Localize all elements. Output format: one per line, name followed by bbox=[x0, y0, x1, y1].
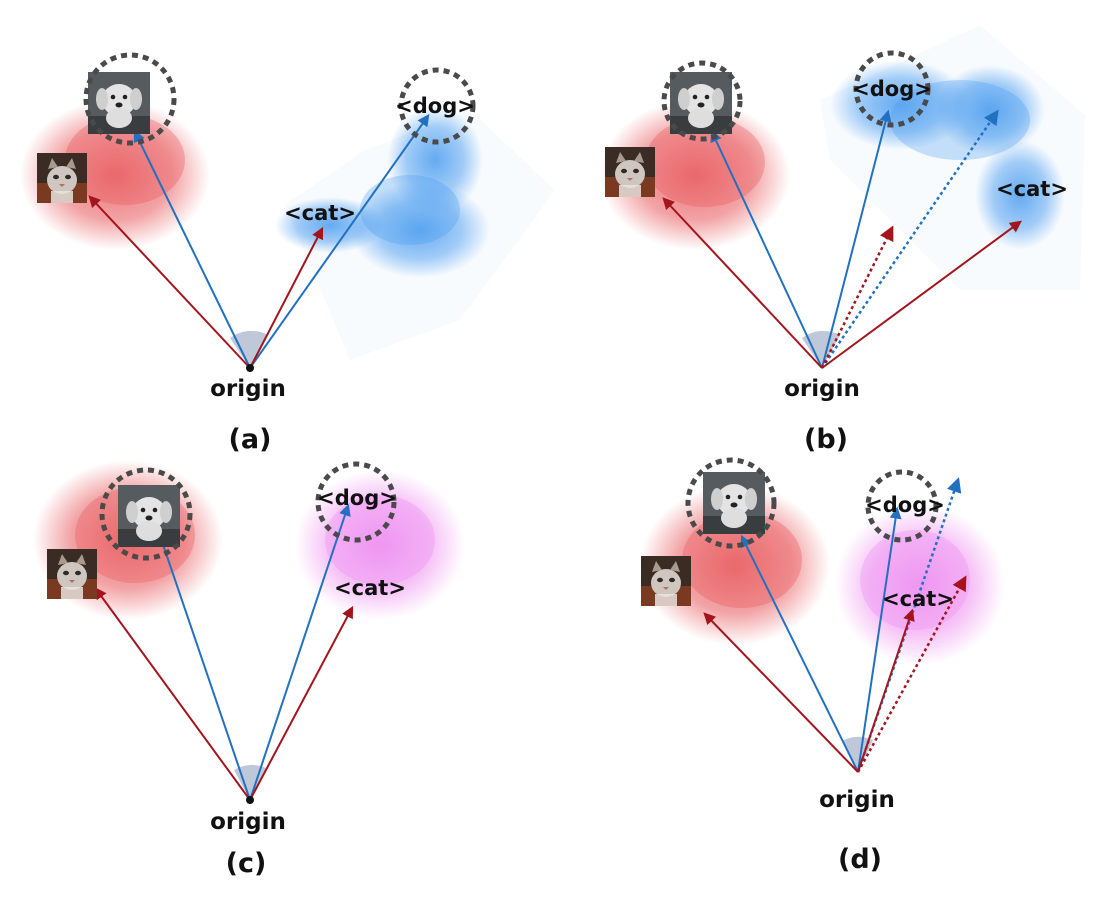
cat-token-label-a: <cat> bbox=[284, 201, 356, 225]
dog-token-ring-a bbox=[398, 67, 476, 145]
dog-token-label-a: <dog> bbox=[395, 94, 475, 118]
text-cluster-d bbox=[835, 505, 1005, 665]
origin-label-c: origin bbox=[210, 809, 286, 835]
cat-token-label-c: <cat> bbox=[334, 576, 406, 600]
dog-text-arrow-a bbox=[249, 114, 430, 369]
cat-text-arrow-c bbox=[249, 605, 354, 801]
dog-image-arrow-a bbox=[133, 129, 251, 369]
dog-image-ring-a bbox=[83, 52, 177, 146]
cat-text-arrow-b bbox=[821, 220, 1022, 369]
dog-token-label-b: <dog> bbox=[852, 77, 932, 101]
text-cluster-c bbox=[295, 470, 465, 620]
dog-text-arrow-b bbox=[821, 109, 892, 369]
image-cluster-b bbox=[600, 100, 790, 250]
dog-image-a bbox=[88, 72, 150, 134]
cat-token-label-b: <cat> bbox=[996, 177, 1068, 201]
text-cluster-a bbox=[275, 105, 555, 360]
dog-token-ring-c bbox=[315, 461, 397, 543]
origin-point-a bbox=[246, 364, 254, 372]
dog-token-ring-b bbox=[853, 50, 931, 128]
panel-a: <dog> <cat> origin (a) bbox=[20, 52, 555, 455]
cat-token-label-d: <cat> bbox=[882, 587, 954, 611]
dog-mean-arrow-b bbox=[820, 109, 999, 369]
dog-image-arrow-b bbox=[710, 129, 823, 369]
image-cluster-a bbox=[20, 100, 210, 250]
panel-caption-c: (c) bbox=[226, 848, 267, 879]
dog-text-arrow-d bbox=[857, 506, 902, 773]
origin-point-c bbox=[246, 796, 254, 804]
cat-mean-arrow-b bbox=[820, 225, 894, 369]
dog-token-ring-d bbox=[865, 469, 939, 543]
cat-mean-arrow-d bbox=[856, 575, 967, 773]
panel-caption-d: (d) bbox=[838, 844, 882, 875]
origin-label-a: origin bbox=[210, 376, 286, 402]
dog-image-arrow-d bbox=[740, 534, 859, 773]
dog-token-label-c: <dog> bbox=[317, 486, 397, 510]
cat-image-arrow-a bbox=[88, 195, 251, 369]
panel-b: <dog> <cat> origin (b) bbox=[600, 25, 1085, 455]
cat-image-arrow-c bbox=[94, 587, 251, 801]
panel-d: <dog> <cat> origin (d) bbox=[640, 457, 1005, 875]
origin-label-d: origin bbox=[819, 787, 895, 813]
text-cluster-b bbox=[820, 25, 1085, 290]
angle-wedge-a bbox=[230, 330, 268, 368]
dog-image-b bbox=[670, 72, 732, 134]
origin-label-b: origin bbox=[784, 376, 860, 402]
cat-image-c bbox=[47, 549, 97, 599]
cat-text-arrow-d bbox=[857, 608, 915, 773]
cat-image-b bbox=[605, 147, 655, 197]
cat-text-arrow-a bbox=[249, 226, 324, 369]
dog-image-ring-d bbox=[685, 457, 777, 549]
dog-image-ring-c bbox=[99, 467, 193, 561]
panel-c: <dog> <cat> origin (c) bbox=[33, 460, 465, 879]
angle-wedge-b bbox=[802, 330, 840, 368]
dog-image-c bbox=[118, 485, 180, 547]
cat-image-arrow-d bbox=[703, 612, 859, 773]
dog-text-arrow-c bbox=[249, 503, 351, 801]
dog-image-ring-b bbox=[661, 60, 743, 142]
angle-wedge-d bbox=[842, 736, 873, 772]
dog-image-arrow-c bbox=[153, 521, 251, 801]
panel-caption-b: (b) bbox=[804, 424, 848, 455]
panel-caption-a: (a) bbox=[229, 424, 272, 455]
dog-token-label-d: <dog> bbox=[865, 493, 945, 517]
cat-image-d bbox=[641, 556, 691, 606]
dog-image-d bbox=[703, 472, 765, 534]
cat-image-a bbox=[37, 153, 87, 203]
cat-image-arrow-b bbox=[662, 197, 823, 369]
